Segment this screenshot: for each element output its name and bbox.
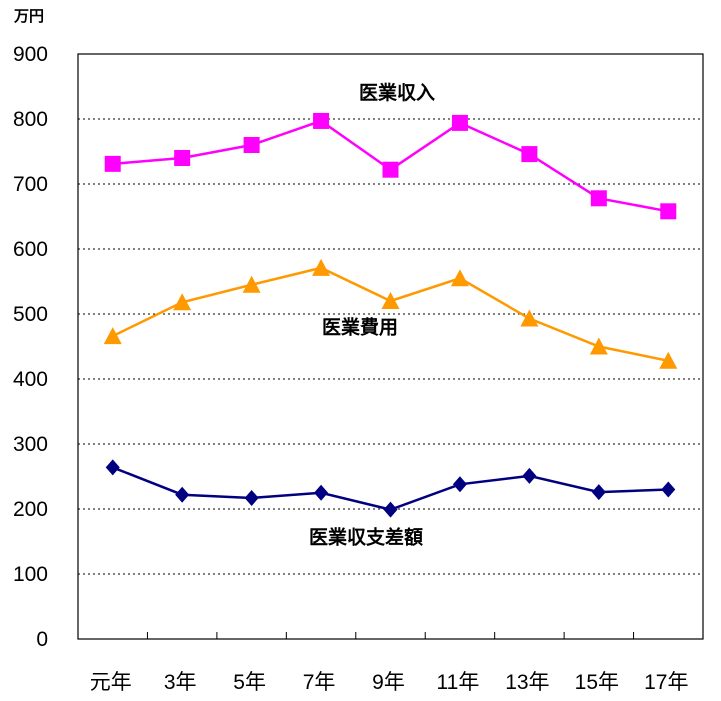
data-point-0-3 — [313, 112, 330, 129]
y-tick-label-800: 800 — [13, 108, 48, 131]
data-point-2-0 — [105, 459, 120, 476]
data-point-1-1 — [173, 293, 192, 311]
data-point-2-8 — [661, 481, 676, 498]
data-point-2-3 — [314, 484, 329, 501]
x-axis-tick-labels: 元年 3年 5年 7年 9年 11年 13年 15年 17年 — [90, 671, 689, 694]
data-point-0-8 — [660, 203, 677, 220]
x-tick-label-0: 元年 — [90, 671, 132, 694]
x-tick-label-5: 11年 — [437, 671, 480, 694]
x-tick-label-8: 17年 — [644, 671, 688, 694]
y-tick-label-100: 100 — [13, 563, 48, 586]
x-tick-label-7: 15年 — [575, 671, 619, 694]
series-1 — [103, 258, 678, 369]
data-point-2-5 — [452, 476, 467, 493]
data-point-1-2 — [242, 275, 261, 293]
series-label-2: 医業収支差額 — [309, 525, 423, 548]
data-point-1-4 — [381, 292, 400, 309]
series-label-0: 医業収入 — [359, 81, 435, 104]
data-point-2-1 — [175, 486, 190, 503]
x-tick-label-6: 13年 — [505, 671, 549, 694]
y-axis-tick-labels: 0 100 200 300 400 500 600 700 800 900 — [13, 43, 48, 651]
y-tick-label-900: 900 — [13, 43, 48, 66]
data-point-2-2 — [244, 489, 259, 506]
series-2 — [105, 459, 676, 518]
data-point-0-4 — [382, 161, 399, 178]
data-point-0-2 — [243, 137, 260, 153]
y-tick-label-0: 0 — [36, 628, 48, 651]
data-point-1-8 — [659, 351, 678, 369]
data-point-1-3 — [312, 258, 331, 276]
data-point-2-6 — [522, 467, 537, 484]
data-point-2-7 — [591, 484, 606, 501]
y-tick-label-200: 200 — [13, 498, 48, 521]
data-point-0-7 — [590, 190, 607, 207]
data-point-0-5 — [451, 114, 468, 131]
data-point-0-0 — [104, 155, 121, 172]
y-tick-label-600: 600 — [13, 238, 48, 261]
x-tick-label-2: 5年 — [233, 671, 266, 694]
y-tick-label-700: 700 — [13, 173, 48, 196]
data-point-1-6 — [520, 309, 539, 327]
series-layer — [103, 112, 678, 518]
series-0 — [104, 112, 677, 220]
data-point-1-5 — [450, 269, 469, 287]
y-tick-label-500: 500 — [13, 303, 48, 326]
gridlines — [78, 118, 703, 575]
series-label-1: 医業費用 — [322, 316, 398, 339]
x-axis-ticks — [146, 632, 635, 639]
y-tick-label-400: 400 — [13, 368, 48, 391]
y-axis-unit: 万円 — [13, 7, 44, 25]
data-point-0-6 — [521, 146, 538, 163]
x-tick-label-4: 9年 — [372, 671, 405, 694]
data-point-1-7 — [589, 337, 608, 355]
x-tick-label-1: 3年 — [164, 671, 197, 694]
data-point-1-0 — [103, 327, 122, 345]
data-point-0-1 — [174, 150, 191, 166]
y-tick-label-300: 300 — [13, 433, 48, 456]
x-tick-label-3: 7年 — [303, 671, 336, 694]
plot-area — [77, 53, 704, 640]
data-point-2-4 — [383, 501, 398, 518]
